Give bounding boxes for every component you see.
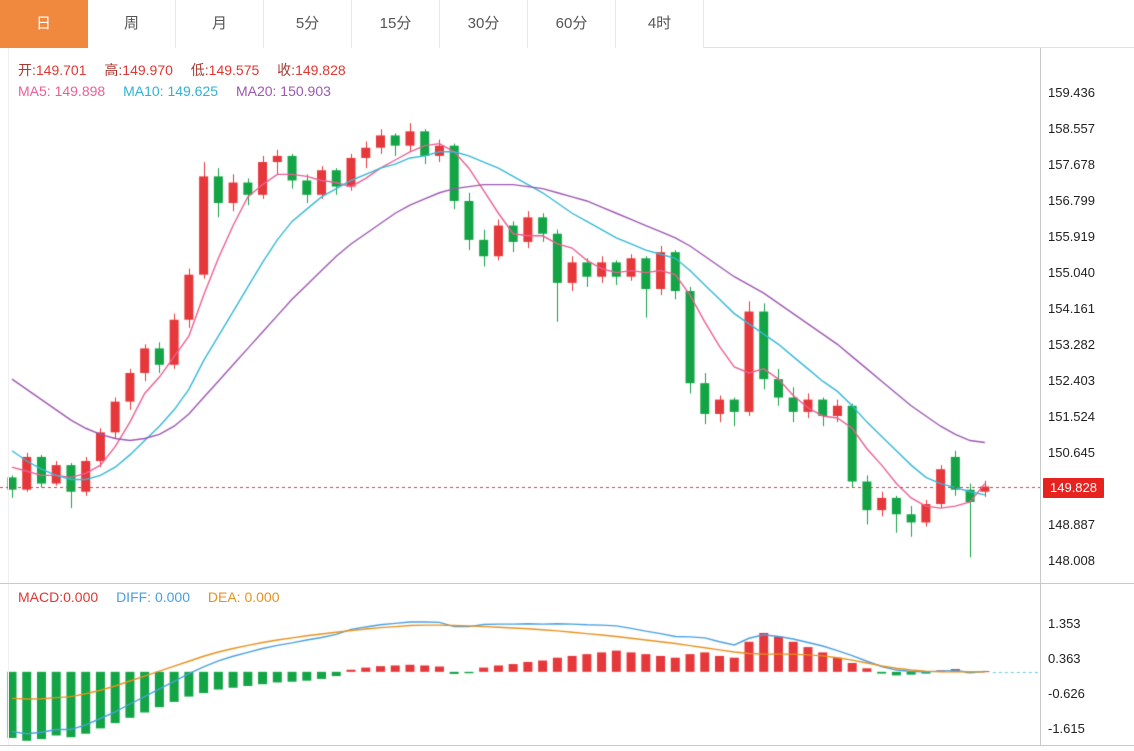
- bottom-border-line: [0, 745, 1134, 746]
- macd-label: MACD:: [18, 589, 64, 605]
- tab-4hour[interactable]: 4时: [616, 0, 704, 48]
- tab-15min[interactable]: 15分: [352, 0, 440, 48]
- price-axis-label: 156.799: [1048, 193, 1095, 208]
- macd-axis-label: 1.353: [1048, 616, 1081, 631]
- diff-label: DIFF:: [116, 589, 155, 605]
- price-axis-label: 155.040: [1048, 265, 1095, 280]
- ma20-label: MA20:: [235, 83, 281, 99]
- macd-pair: MACD:0.000: [18, 589, 98, 605]
- plot-left-border-line: [8, 48, 9, 745]
- dea-label: DEA:: [207, 589, 245, 605]
- candlestick-chart-canvas[interactable]: [0, 48, 1040, 583]
- low-label: 低:: [190, 62, 209, 78]
- high-pair: 高:149.970: [104, 62, 173, 78]
- macd-axis-label: -0.626: [1048, 686, 1085, 701]
- price-axis-label: 158.557: [1048, 121, 1095, 136]
- price-axis-label: 154.161: [1048, 301, 1095, 316]
- ma10-value: 149.625: [167, 83, 219, 99]
- ma-legend-bar: MA5: 149.898 MA10: 149.625 MA20: 150.903: [18, 83, 345, 99]
- current-price-badge: 149.828: [1043, 478, 1104, 498]
- ohlc-info-bar: 开:149.701 高:149.970 低:149.575 收:149.828: [18, 60, 360, 80]
- macd-axis-label: 0.363: [1048, 651, 1081, 666]
- low-pair: 低:149.575: [191, 62, 260, 78]
- tab-5min[interactable]: 5分: [264, 0, 352, 48]
- price-axis: 159.436 158.557 157.678 156.799 155.919 155.0…: [1041, 0, 1134, 751]
- low-value: 149.575: [208, 62, 260, 78]
- price-axis-label: 153.282: [1048, 337, 1095, 352]
- price-axis-label: 148.887: [1048, 517, 1095, 532]
- high-value: 149.970: [122, 62, 173, 78]
- ma10-pair: MA10: 149.625: [123, 83, 218, 99]
- macd-axis: 1.353 0.363 -0.626 -1.615: [1041, 0, 1134, 751]
- close-pair: 收:149.828: [277, 62, 346, 78]
- price-axis-label: 155.919: [1048, 229, 1095, 244]
- tab-60min[interactable]: 60分: [528, 0, 616, 48]
- panel-divider-line: [0, 583, 1134, 584]
- price-axis-label: 151.524: [1048, 409, 1095, 424]
- macd-axis-label: -1.615: [1048, 721, 1085, 736]
- tab-weekly[interactable]: 周: [88, 0, 176, 48]
- diff-value: 0.000: [154, 589, 190, 605]
- diff-pair: DIFF: 0.000: [116, 589, 190, 605]
- ma10-label: MA10:: [123, 83, 168, 99]
- timeframe-tabbar: 日 周 月 5分 15分 30分 60分 4时: [0, 0, 1134, 48]
- price-axis-label: 150.645: [1048, 445, 1095, 460]
- tab-monthly[interactable]: 月: [176, 0, 264, 48]
- open-label: 开:: [18, 62, 36, 78]
- ma5-label: MA5:: [18, 83, 55, 99]
- dea-value: 0.000: [244, 589, 280, 605]
- open-pair: 开:149.701: [18, 62, 87, 78]
- price-axis-label: 148.008: [1048, 553, 1095, 568]
- price-axis-label: 157.678: [1048, 157, 1095, 172]
- macd-legend-bar: MACD:0.000 DIFF: 0.000 DEA: 0.000: [18, 589, 294, 605]
- ma20-pair: MA20: 150.903: [236, 83, 331, 99]
- dea-pair: DEA: 0.000: [208, 589, 280, 605]
- high-label: 高:: [104, 62, 123, 78]
- macd-chart-canvas[interactable]: [0, 583, 1040, 745]
- tab-30min[interactable]: 30分: [440, 0, 528, 48]
- open-value: 149.701: [35, 62, 87, 78]
- price-axis-label: 159.436: [1048, 85, 1095, 100]
- tab-daily[interactable]: 日: [0, 0, 88, 48]
- price-axis-label: 152.403: [1048, 373, 1095, 388]
- macd-value: 0.000: [63, 589, 99, 605]
- close-value: 149.828: [295, 62, 346, 78]
- close-label: 收:: [277, 62, 296, 78]
- ma5-pair: MA5: 149.898: [18, 83, 105, 99]
- ma20-value: 150.903: [280, 83, 331, 99]
- ma5-value: 149.898: [54, 83, 106, 99]
- axis-separator-line: [1040, 48, 1041, 745]
